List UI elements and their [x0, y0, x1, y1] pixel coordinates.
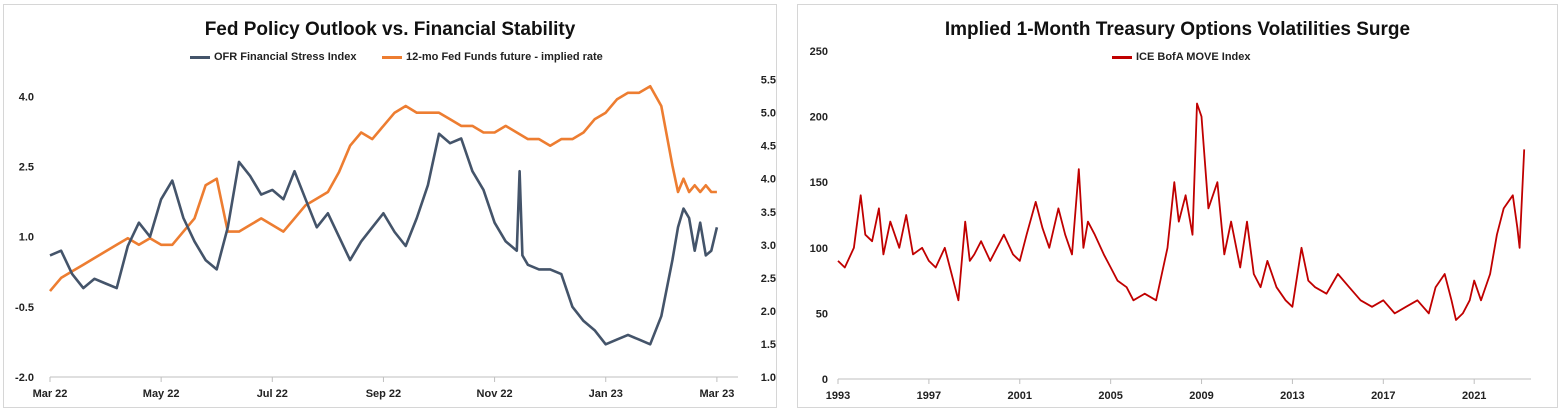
legend-label-move: ICE BofA MOVE Index — [1136, 51, 1251, 63]
y-left-tick-label: 2.5 — [19, 162, 34, 174]
y-right-tick-label: 4.0 — [761, 174, 776, 186]
y-left-tick-label: 1.0 — [19, 232, 34, 244]
legend-item-stress: OFR Financial Stress Index — [190, 51, 356, 63]
x-tick-label: Mar 23 — [699, 388, 734, 400]
y-right-tick-label: 1.0 — [761, 372, 776, 384]
x-tick-label: Jan 23 — [589, 388, 623, 400]
y-right-tick-label: 3.0 — [761, 240, 776, 252]
legend-swatch-stress — [190, 55, 210, 59]
chart-panel-fed-policy: Fed Policy Outlook vs. Financial Stabili… — [3, 4, 777, 408]
chart-title: Implied 1-Month Treasury Options Volatil… — [944, 19, 1411, 40]
x-tick-label: 2017 — [1371, 390, 1395, 402]
y-tick-label: 50 — [816, 308, 828, 320]
x-tick-label: 2021 — [1462, 390, 1486, 402]
y-tick-label: 250 — [810, 46, 828, 58]
y-right-tick-label: 2.5 — [761, 273, 776, 285]
y-tick-label: 0 — [822, 374, 828, 386]
y-right-tick-label: 3.5 — [761, 207, 776, 219]
x-tick-label: Nov 22 — [477, 388, 513, 400]
y-tick-label: 150 — [810, 177, 828, 189]
y-tick-label: 100 — [810, 243, 828, 255]
chart-title: Fed Policy Outlook vs. Financial Stabili… — [204, 19, 576, 40]
series-line-move-index — [837, 102, 1526, 321]
y-right-tick-label: 5.0 — [761, 108, 776, 120]
legend-label-fedfunds: 12-mo Fed Funds future - implied rate — [406, 51, 603, 63]
legend-swatch-move — [1112, 55, 1132, 59]
chart-panel-move: Implied 1-Month Treasury Options Volatil… — [797, 4, 1558, 408]
legend-item-move: ICE BofA MOVE Index — [1112, 51, 1251, 63]
series-line-fed-funds — [49, 84, 717, 292]
legend-swatch-fedfunds — [382, 55, 402, 59]
legend-item-fedfunds: 12-mo Fed Funds future - implied rate — [382, 51, 603, 63]
x-tick-label: 2013 — [1280, 390, 1304, 402]
x-tick-label: 1993 — [826, 390, 850, 402]
chart-plot-right: 0 50 100 150 200 250 1993 1997 2001 2005 2009 2013 2… — [810, 46, 1531, 402]
y-right-tick-label: 5.5 — [761, 75, 776, 87]
chart-plot-left: -2.0 -0.5 1.0 2.5 4.0 1.0 1.5 2.0 2.5 3.0 3.5 4.0 4.… — [15, 75, 776, 400]
x-tick-label: 1997 — [917, 390, 941, 402]
x-tick-label: 2005 — [1098, 390, 1122, 402]
y-right-tick-label: 1.5 — [761, 339, 776, 351]
y-tick-label: 200 — [810, 112, 828, 124]
x-tick-label: Mar 22 — [33, 388, 68, 400]
x-tick-label: May 22 — [143, 388, 180, 400]
x-tick-label: 2009 — [1189, 390, 1213, 402]
x-tick-label: 2001 — [1008, 390, 1032, 402]
x-tick-label: Sep 22 — [366, 388, 401, 400]
legend-label-stress: OFR Financial Stress Index — [214, 51, 357, 63]
y-left-tick-label: 4.0 — [19, 91, 34, 103]
y-left-tick-label: -2.0 — [15, 372, 34, 384]
series-line-stress-index — [49, 132, 719, 346]
y-right-tick-label: 4.5 — [761, 141, 776, 153]
y-left-tick-label: -0.5 — [15, 302, 34, 314]
x-tick-label: Jul 22 — [257, 388, 288, 400]
y-right-tick-label: 2.0 — [761, 306, 776, 318]
